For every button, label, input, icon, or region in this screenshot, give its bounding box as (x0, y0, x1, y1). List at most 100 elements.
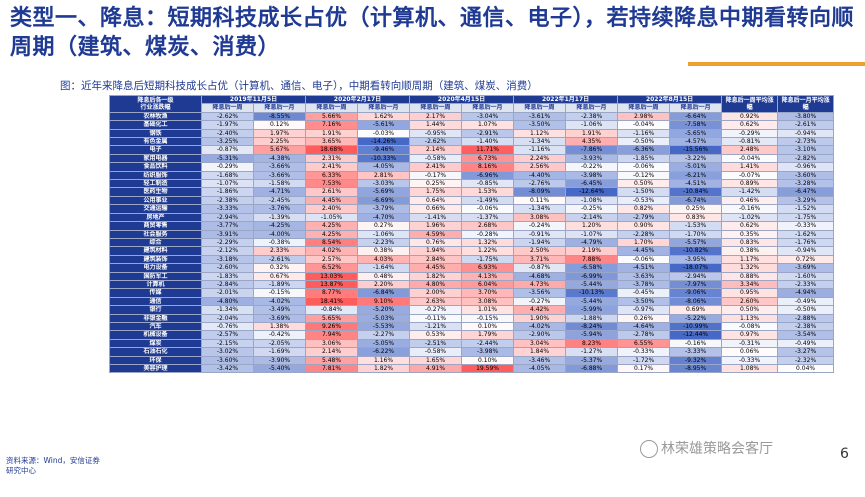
industry-name: 电力设备 (109, 263, 202, 273)
table-cell: 3.70% (461, 288, 515, 298)
table-cell: -6.96% (461, 170, 515, 181)
table-cell: -5.44% (565, 296, 619, 307)
table-cell: -4.25% (252, 221, 307, 231)
table-cell: -3.33% (201, 204, 254, 214)
industry-name: 房地产 (109, 212, 202, 223)
table-cell: -3.50% (513, 120, 567, 130)
table-cell: 0.64% (409, 195, 463, 206)
table-cell: -2.12% (201, 246, 254, 256)
table-cell: -0.84% (305, 305, 359, 315)
table-cell: -2.04% (201, 313, 254, 323)
table-cell: 9.10% (357, 296, 411, 307)
table-cell: 4.80% (409, 279, 463, 290)
table-cell: -1.62% (777, 229, 835, 239)
table-row: 社会服务 -3.91% -4.00% 4.25% -1.06% 4.59% -0.28% -0… (109, 229, 835, 239)
table-cell: -1.53% (669, 221, 723, 231)
table-cell: 0.35% (721, 229, 779, 239)
table-cell: 13.03% (305, 271, 359, 281)
group-header: 2022年8月15日 (617, 94, 723, 105)
table-cell: -6.36% (617, 145, 671, 155)
source-note: 资料来源：Wind，安信证券研究中心 (6, 456, 100, 475)
table-cell: -3.93% (565, 153, 619, 164)
table-cell: -2.60% (201, 263, 254, 273)
rate-cut-industry-returns-table: 降息后各一级 行业涨跌幅 2019年11月5日 2020年2月17日 2020年… (109, 94, 835, 374)
avg-month-header: 降息后一月平均涨幅 (777, 95, 835, 113)
table-row: 计算机 -2.84% -1.89% 13.87% 2.20% 4.80% 6.04% 4.73… (109, 279, 835, 290)
table-cell: -1.16% (513, 145, 567, 155)
table-cell: -2.90% (513, 330, 567, 340)
table-cell: -1.50% (617, 187, 671, 197)
table-cell: -1.75% (777, 212, 835, 223)
table-cell: -2.62% (409, 137, 463, 147)
table-cell: 0.06% (721, 347, 779, 357)
table-cell: 0.48% (357, 271, 411, 281)
table-cell: 1.16% (357, 355, 411, 366)
table-cell: 0.97% (721, 330, 779, 340)
table-cell: -2.79% (617, 212, 671, 223)
table-cell: -4.94% (777, 288, 835, 298)
table-cell: 0.53% (409, 330, 463, 340)
corner-line-1: 降息后各一级 (137, 96, 174, 104)
table-cell: 6.33% (305, 170, 359, 181)
table-cell: -0.24% (513, 221, 567, 231)
table-body: 农林牧渔 -2.62% -8.55% 5.66% 1.62% 2.17% -3.04% -3.… (109, 111, 835, 374)
table-row: 轻工制造 -1.07% -1.58% 7.53% -3.03% 0.25% -0.85% -2… (109, 179, 835, 189)
table-cell: -3.79% (357, 204, 411, 214)
table-cell: -2.40% (201, 128, 254, 139)
table-cell: -2.73% (777, 137, 835, 147)
table-cell: -3.56% (513, 288, 567, 298)
table-cell: -3.25% (201, 137, 254, 147)
industry-name: 银行 (109, 305, 202, 315)
table-cell: -3.95% (669, 254, 723, 265)
table-cell: 1.17% (721, 254, 779, 265)
table-cell: -0.04% (721, 153, 779, 164)
table-cell: -3.27% (777, 347, 835, 357)
table-cell: -2.94% (669, 271, 723, 281)
table-cell: -6.21% (669, 170, 723, 181)
table-cell: -0.27% (513, 296, 567, 307)
sub-header-month: 降息后一月 (357, 103, 411, 113)
table-row: 综合 -2.29% -0.38% 8.54% -2.23% 0.76% 1.32% -1.94… (109, 237, 835, 248)
table-cell: -4.51% (617, 263, 671, 273)
table-cell: -2.14% (565, 212, 619, 223)
table-cell: -0.04% (617, 120, 671, 130)
table-cell: 0.04% (777, 363, 835, 374)
table-cell: 1.32% (461, 237, 515, 248)
table-row: 煤炭 -2.15% -2.05% 3.06% -5.05% -2.51% -2.44% 3.0… (109, 338, 835, 349)
table-cell: -3.28% (777, 179, 835, 189)
table-cell: 1.22% (461, 246, 515, 256)
table-cell: -0.07% (721, 170, 779, 181)
table-cell: -1.83% (201, 271, 254, 281)
watermark: 林荣雄策略会客厅 (640, 438, 773, 458)
table-cell: 8.16% (461, 162, 515, 172)
table-cell: 2.41% (305, 162, 359, 172)
table-cell: -0.06% (461, 204, 515, 214)
table-cell: -2.01% (201, 288, 254, 298)
table-cell: -1.89% (252, 279, 307, 290)
table-cell: -5.22% (669, 313, 723, 323)
table-cell: 7.16% (305, 120, 359, 130)
industry-name: 钢铁 (109, 128, 202, 139)
table-cell: -12.64% (565, 187, 619, 197)
sub-header-week: 降息后一周 (617, 103, 671, 113)
table-cell: 1.91% (305, 128, 359, 139)
table-cell: 2.84% (409, 254, 463, 265)
table-cell: -0.91% (513, 229, 567, 239)
sub-header-week: 降息后一周 (305, 103, 359, 113)
table-cell: 1.82% (357, 363, 411, 374)
table-row: 汽车 -0.76% 1.38% 9.26% -5.53% -1.21% 0.10% -4.02… (109, 321, 835, 332)
table-cell: 2.00% (409, 288, 463, 298)
table-cell: 3.08% (513, 212, 567, 223)
table-row: 农林牧渔 -2.62% -8.55% 5.66% 1.62% 2.17% -3.04% -3.… (109, 111, 835, 122)
table-cell: -0.95% (409, 128, 463, 139)
table-cell: 7.88% (565, 254, 619, 265)
table-cell: 8.23% (565, 338, 619, 349)
table-cell: -2.27% (357, 330, 411, 340)
table-cell: -4.79% (565, 237, 619, 248)
table-cell: -0.29% (721, 128, 779, 139)
industry-name: 轻工制造 (109, 179, 202, 189)
table-cell: -18.07% (669, 263, 723, 273)
table-cell: -6.45% (565, 179, 619, 189)
table-cell: -0.31% (721, 338, 779, 349)
table-cell: -1.34% (513, 204, 567, 214)
